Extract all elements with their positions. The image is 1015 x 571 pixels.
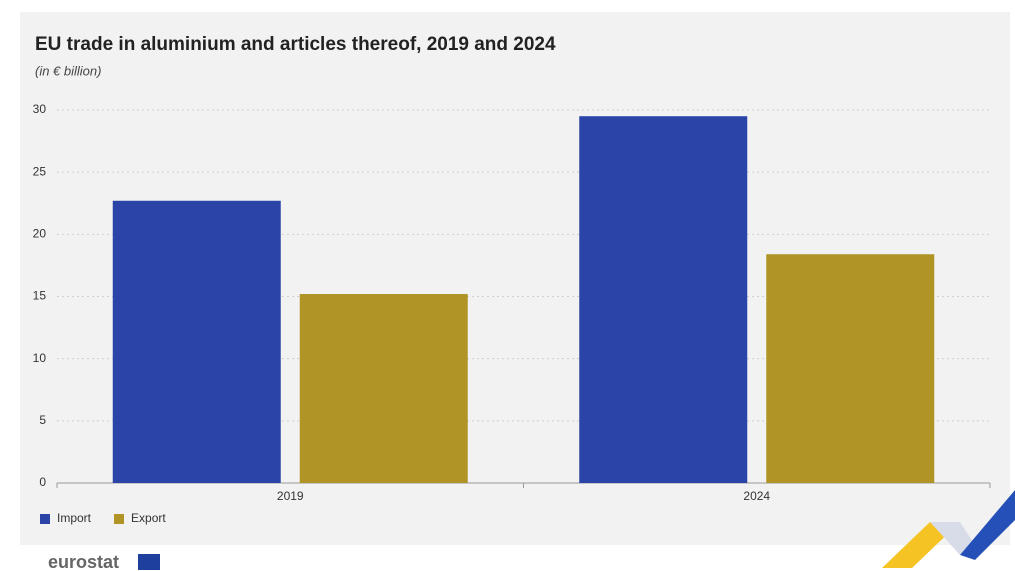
x-tick-label: 2024 [743, 489, 770, 503]
legend-label: Export [131, 511, 166, 525]
y-tick-label: 15 [33, 289, 47, 303]
chart-title: EU trade in aluminium and articles there… [35, 34, 556, 55]
swoosh-gray [930, 522, 975, 555]
legend-swatch [40, 514, 50, 524]
y-tick-label: 10 [33, 351, 47, 365]
logo-text: eurostat [48, 552, 119, 571]
legend-swatch [114, 514, 125, 524]
logo: eurostat [48, 552, 160, 571]
x-tick-label: 2019 [277, 489, 304, 503]
bar [766, 254, 935, 483]
y-tick-label: 30 [33, 102, 47, 116]
bar [299, 294, 468, 483]
legend-label: Import [57, 511, 92, 525]
chart-subtitle: (in € billion) [35, 63, 101, 78]
decoration [882, 490, 1015, 568]
bar [579, 116, 748, 483]
y-tick-label: 25 [33, 164, 47, 178]
y-tick-label: 20 [33, 227, 47, 241]
bar [112, 200, 281, 483]
swoosh-blue [960, 490, 1015, 560]
y-tick-label: 0 [39, 475, 46, 489]
y-tick-label: 5 [39, 413, 46, 427]
eu-flag [138, 554, 160, 570]
